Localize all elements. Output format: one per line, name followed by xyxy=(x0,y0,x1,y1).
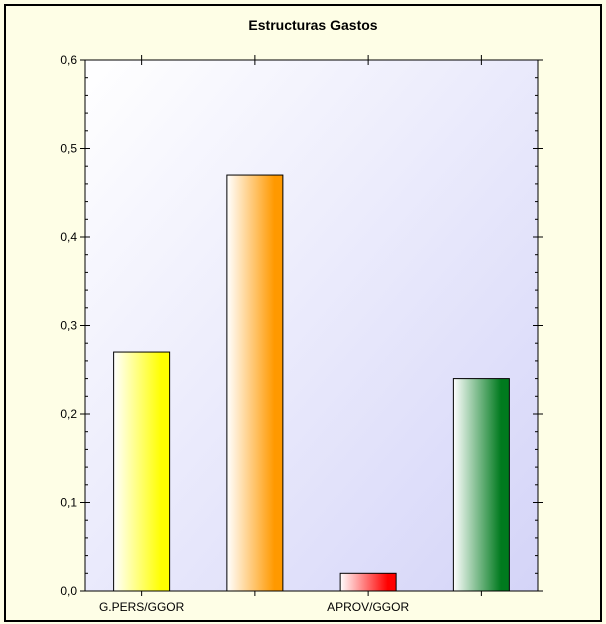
y-tick-label: 0,0 xyxy=(60,584,77,598)
bar xyxy=(339,572,397,592)
y-tick-label: 0,5 xyxy=(60,142,77,156)
bar xyxy=(452,378,510,592)
y-tick-label: 0,3 xyxy=(60,319,77,333)
bar-chart: Estructuras Gastos 0,0 0,1 0,2 0,3 0,4 0,5 0,6… xyxy=(60,17,543,614)
chart-frame: Estructuras Gastos 0,0 0,1 0,2 0,3 0,4 0,5 0,6… xyxy=(4,4,602,622)
bar xyxy=(113,351,171,592)
x-tick-label: APROV/GGOR xyxy=(327,600,409,614)
bar xyxy=(226,174,284,592)
x-tick-label: G.PERS/GGOR xyxy=(99,600,185,614)
chart-title: Estructuras Gastos xyxy=(248,17,377,33)
y-tick-label: 0,1 xyxy=(60,496,77,510)
y-tick-label: 0,6 xyxy=(60,53,77,67)
y-tick-label: 0,4 xyxy=(60,230,77,244)
y-tick-label: 0,2 xyxy=(60,407,77,421)
